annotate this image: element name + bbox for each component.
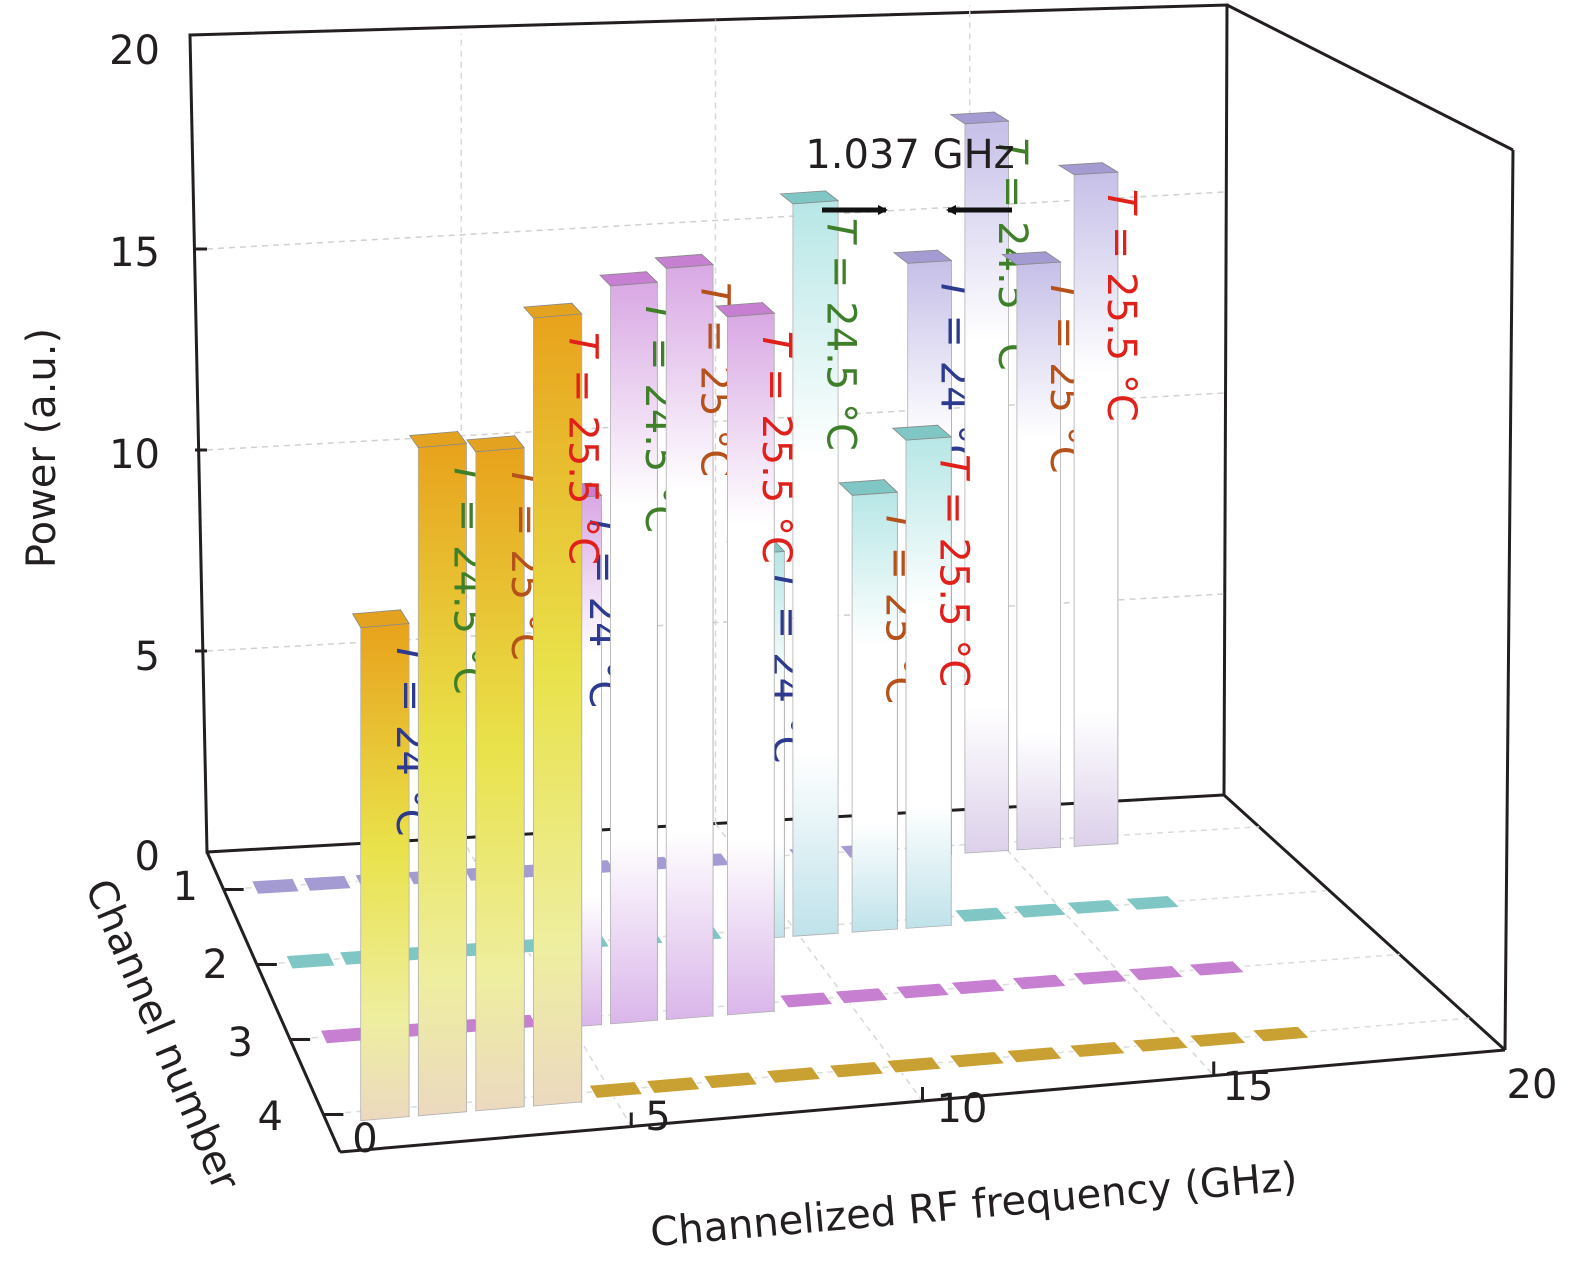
bar-top-face	[715, 302, 776, 318]
bar-label-value: = 25.5 °C	[931, 479, 977, 688]
floor-marker	[1124, 894, 1181, 911]
spacing-annotation-label: 1.037 GHz	[805, 132, 1014, 178]
left-floor-edge	[205, 851, 342, 1153]
bar-label-variable: T	[753, 331, 799, 359]
floor-marker	[645, 1076, 701, 1095]
bar-label: T = 25.5 °C	[1098, 189, 1144, 422]
bar-top-face	[351, 609, 410, 629]
floor-marker	[1187, 960, 1246, 977]
bar-top-face	[465, 435, 525, 453]
floor-marker	[948, 1050, 1006, 1069]
bar-top-face	[522, 302, 583, 319]
bar-label-variable: T	[560, 332, 606, 360]
bar-label-variable: T	[817, 218, 863, 246]
bar-label-value: = 25.5 °C	[1098, 213, 1144, 422]
frequency-tick-label: 15	[1223, 1064, 1274, 1110]
bar-top-face	[838, 479, 899, 496]
frequency-axis-title: Channelized RF frequency (GHz)	[649, 1154, 1300, 1256]
floor-marker	[1065, 898, 1122, 915]
frequency-tick-label: 5	[645, 1094, 670, 1140]
power-tick-label: 0	[135, 834, 160, 880]
bar-label-variable: T	[1098, 189, 1144, 217]
bar-label-value: = 25.5 °C	[560, 356, 606, 565]
floor-marker	[765, 1066, 822, 1084]
power-axis-title: Power (a.u.)	[19, 328, 65, 568]
floor-marker	[949, 978, 1007, 996]
floor-marker	[1011, 902, 1068, 919]
channel-axis-title: Channel number	[76, 873, 249, 1198]
channel-tick-label: 2	[203, 942, 228, 988]
bar-label-variable: T	[931, 454, 977, 482]
bar-3-25.5: T = 25.5 °C	[715, 301, 799, 1016]
bar-label: T = 24.5 °C	[817, 218, 863, 451]
bar-2-25.5: T = 25.5 °C	[891, 424, 977, 929]
frequency-tick-label: 20	[1507, 1062, 1558, 1108]
frequency-axis-ticks: 0 5 10 15 20	[352, 1062, 1557, 1162]
floor-marker	[1071, 969, 1129, 986]
frequency-gridline-floor	[969, 808, 1215, 1077]
power-axis-ticks: 20 15 10 5 0	[109, 28, 160, 880]
floor-marker	[702, 1071, 759, 1090]
spacing-annotation: 1.037 GHz	[805, 132, 1015, 215]
floor-marker	[1068, 1040, 1127, 1059]
bar-top-face	[654, 253, 714, 269]
power-tick-label: 15	[109, 230, 160, 276]
floor-marker	[1126, 964, 1185, 982]
top-right-edge	[1226, 3, 1514, 152]
floor-marker	[953, 906, 1009, 923]
channel-tick-label: 3	[228, 1020, 253, 1066]
front-right-edge	[1503, 149, 1515, 1051]
power-gridline	[206, 191, 1225, 250]
bar-label: T = 25.5 °C	[931, 454, 977, 687]
floor-marker	[1005, 1046, 1064, 1064]
right-floor-edge	[1222, 793, 1507, 1052]
bars: T = 24 °CT = 24.5 °C T = 25 °CT = 25.5 °C…	[351, 111, 1144, 1122]
bar-label-variable: T	[989, 138, 1035, 166]
bar-1-24.5: T = 24.5 °C	[949, 111, 1035, 854]
bar-label-value: = 25.5 °C	[753, 355, 799, 564]
bar-top-face	[892, 249, 953, 264]
bar-top-face	[891, 424, 953, 441]
bar-label: T = 25.5 °C	[560, 332, 606, 565]
floor-marker	[588, 1080, 644, 1099]
bar-top-face	[1057, 162, 1120, 176]
floor-marker	[885, 1056, 943, 1074]
floor-marker	[1130, 1035, 1190, 1053]
floor-marker	[302, 874, 353, 892]
bar-top-face	[599, 271, 659, 287]
bar-3-25: T = 25 °C	[654, 253, 738, 1021]
bar-1-25.5: T = 25.5 °C	[1057, 161, 1144, 847]
bar-2-24.5: T = 24.5 °C	[779, 190, 863, 937]
floor-marker	[778, 991, 834, 1009]
bar-top-face	[1001, 251, 1062, 266]
frequency-tick-label: 0	[352, 1116, 377, 1162]
frequency-tick-label: 10	[937, 1086, 988, 1132]
floor-marker	[250, 877, 301, 895]
floor-marker	[833, 987, 890, 1005]
bar-label-value: = 24.5 °C	[817, 242, 863, 451]
power-tick-label: 5	[135, 634, 160, 680]
bar-4-25.5: T = 25.5 °C	[522, 302, 606, 1107]
bar-top-face	[408, 431, 468, 449]
floor-marker	[1251, 1025, 1311, 1043]
floor-marker	[1188, 1030, 1248, 1048]
channel-tick-label: 4	[258, 1094, 283, 1140]
bar-top-face	[779, 190, 840, 205]
channel-axis-ticks: 1 2 3 4	[173, 864, 283, 1140]
floor-marker	[285, 952, 336, 970]
power-tick-label: 10	[109, 432, 160, 478]
bar-label: T = 25.5 °C	[753, 331, 799, 564]
floor-marker	[1010, 973, 1068, 991]
channel-tick-label: 1	[173, 864, 198, 910]
floor-marker	[894, 982, 951, 1000]
bar-top-face	[949, 111, 1010, 125]
floor-marker	[828, 1060, 885, 1079]
power-tick-label: 20	[109, 28, 160, 74]
